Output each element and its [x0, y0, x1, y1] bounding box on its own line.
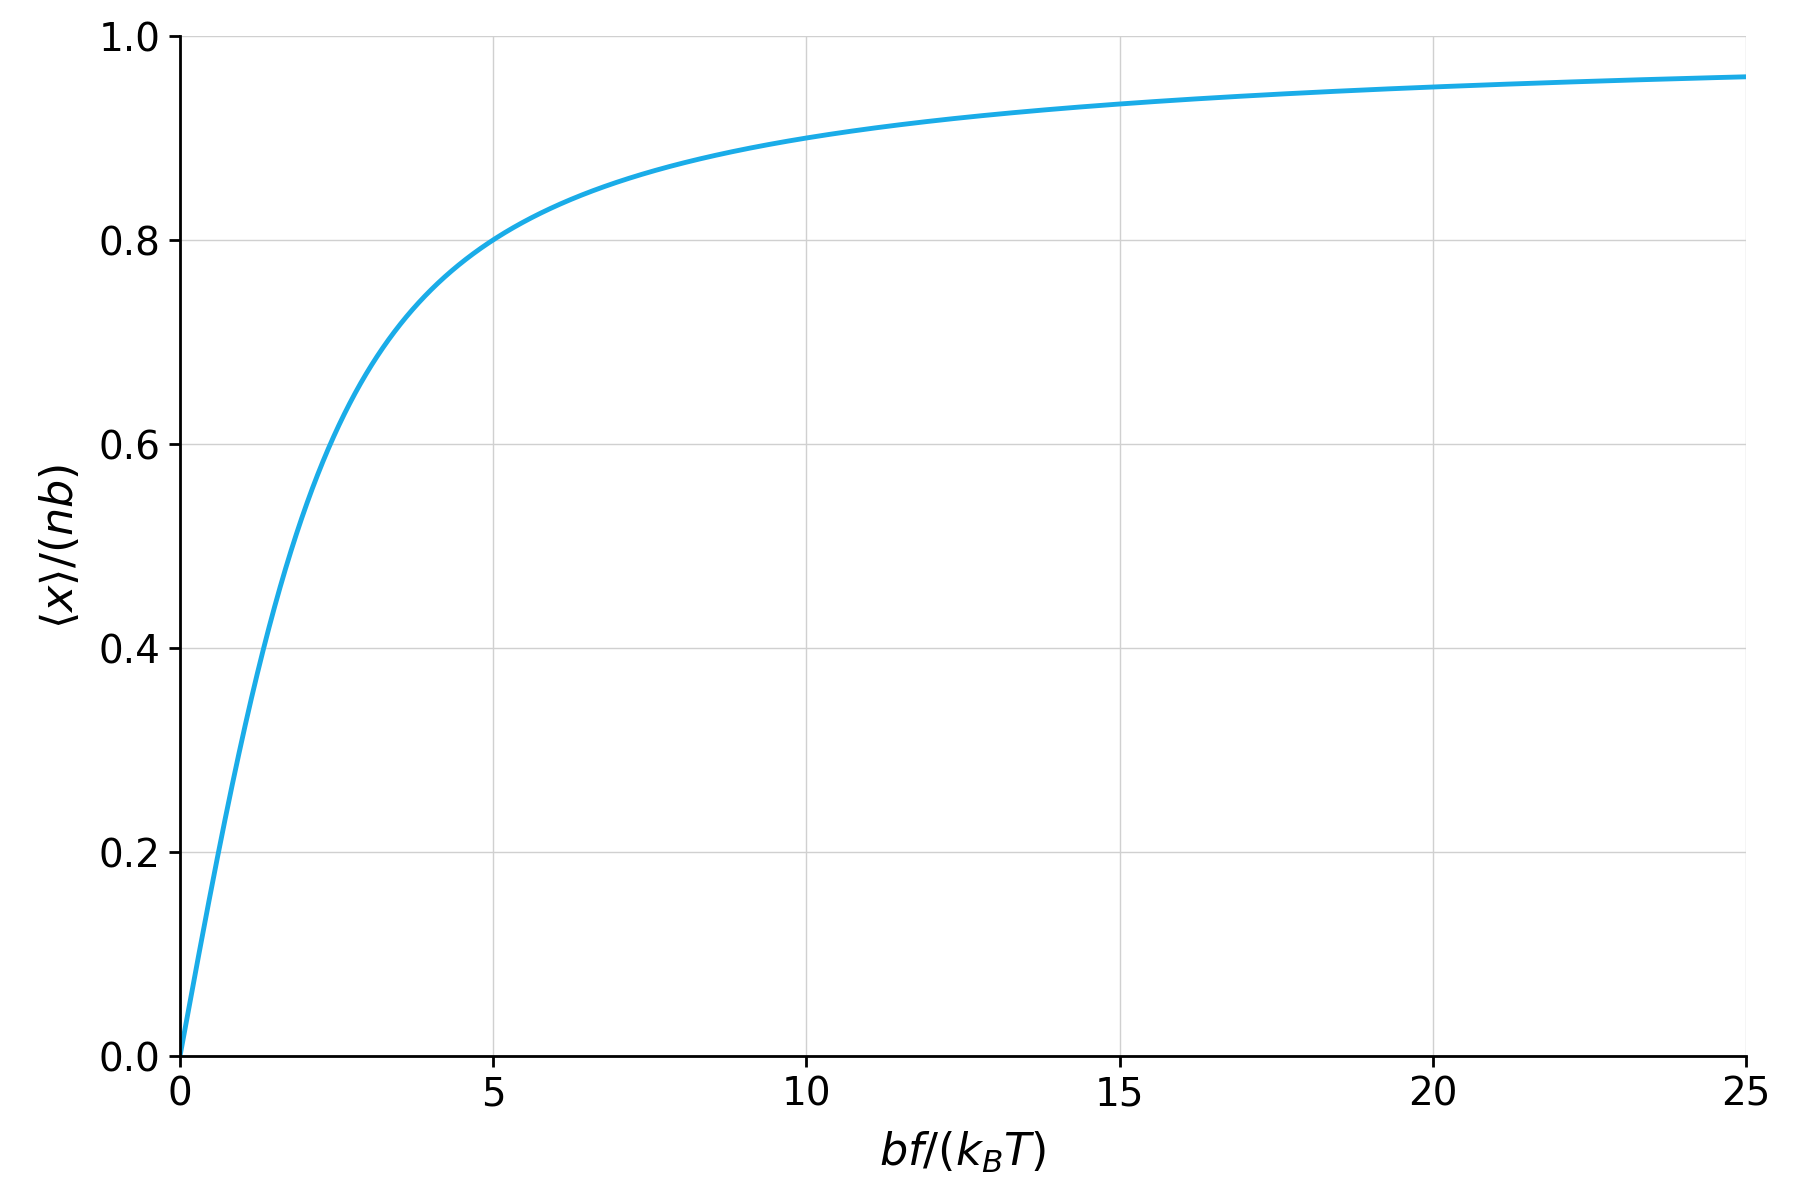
Y-axis label: $\langle x\rangle/(nb)$: $\langle x\rangle/(nb)$	[38, 463, 81, 629]
X-axis label: $bf/(k_BT)$: $bf/(k_BT)$	[880, 1130, 1046, 1175]
